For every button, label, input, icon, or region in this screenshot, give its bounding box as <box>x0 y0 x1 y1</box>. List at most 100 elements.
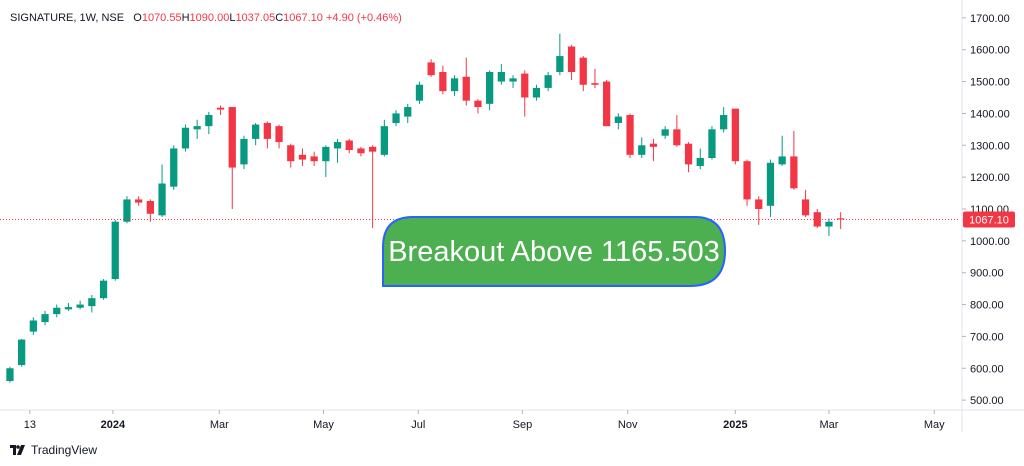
ohlc-value: 1067.10 <box>283 12 323 24</box>
candle-body <box>544 75 552 88</box>
candle-body <box>591 83 599 85</box>
candle-body <box>76 304 84 308</box>
annotation-box <box>382 216 727 287</box>
candle-body <box>310 156 318 162</box>
symbol: SIGNATURE, 1W, NSE <box>10 12 125 24</box>
candle-body <box>684 143 693 165</box>
y-tick-label: 700.00 <box>970 331 1004 343</box>
candle-body <box>357 148 365 154</box>
candle-body <box>158 183 166 216</box>
candle-body <box>263 122 271 139</box>
ohlc-key: O <box>133 12 142 24</box>
candle-body <box>333 142 342 149</box>
ohlc-key: H <box>181 12 190 24</box>
candle-body <box>743 161 751 200</box>
candle-body <box>64 307 73 310</box>
candle-body <box>509 78 517 82</box>
y-tick-label: 800.00 <box>970 300 1004 312</box>
candle-body <box>766 162 775 206</box>
candle-body <box>708 129 716 159</box>
legend-header: SIGNATURE, 1W, NSE O1070.55H1090.00L1037… <box>10 12 402 24</box>
candle-body <box>427 62 435 76</box>
change: +4.90 (+0.46%) <box>325 12 402 24</box>
candle-body <box>111 221 119 280</box>
candle-body <box>228 107 236 168</box>
candle-body <box>170 148 178 187</box>
y-tick-label: 1700.00 <box>970 13 1010 25</box>
y-tick-label: 1300.00 <box>970 140 1010 152</box>
x-tick-label: 2025 <box>723 419 747 431</box>
x-tick-label: Nov <box>618 419 638 431</box>
x-tick-label: 13 <box>24 419 36 431</box>
candle-body <box>638 145 646 155</box>
candle-body <box>415 84 424 101</box>
candle-body <box>673 129 681 146</box>
candle-body <box>369 146 377 152</box>
ohlc-value: 1037.05 <box>235 12 276 24</box>
candle-body <box>287 145 295 162</box>
price-tag-bg <box>963 211 1015 228</box>
candle-body <box>181 127 190 149</box>
candle-body <box>720 115 728 130</box>
price-tag: 1067.10 <box>969 214 1009 226</box>
candle-body <box>626 115 634 155</box>
annotation-text: Breakout Above 1165.503 <box>388 236 720 268</box>
y-tick-label: 1500.00 <box>970 77 1010 89</box>
brand: TradingView <box>10 443 97 457</box>
candle-body <box>439 71 447 92</box>
candle-body <box>345 140 353 151</box>
candle-body <box>731 108 739 162</box>
ohlc-value: 1070.55 <box>141 12 182 24</box>
candle-body <box>614 116 622 123</box>
candle-body <box>450 78 459 92</box>
candle-body <box>696 158 704 166</box>
ohlc-key: L <box>229 12 236 24</box>
candle-body <box>146 201 154 214</box>
y-tick-label: 1600.00 <box>970 45 1010 57</box>
candle-body <box>41 314 49 323</box>
ohlc-key: C <box>275 12 284 24</box>
candle-body <box>99 280 108 299</box>
candle-body <box>790 156 798 189</box>
candle-body <box>275 126 283 143</box>
x-tick-label: Mar <box>210 419 229 431</box>
candle-body <box>18 339 26 366</box>
candle-body <box>53 307 61 315</box>
candle-body <box>380 126 388 155</box>
candle-body <box>825 221 833 227</box>
candle-body <box>404 107 412 117</box>
candle-body <box>123 199 131 222</box>
candle-body <box>462 76 470 101</box>
brand-name: TradingView <box>31 443 98 457</box>
candle-body <box>6 368 14 382</box>
candle-body <box>205 115 213 127</box>
x-tick-label: May <box>924 419 945 431</box>
candle-body <box>778 156 786 165</box>
candle-body <box>298 154 307 160</box>
candle-body <box>29 320 37 332</box>
y-tick-label: 1400.00 <box>970 108 1010 120</box>
ohlc-value: 1090.00 <box>189 12 230 24</box>
y-tick-label: 1200.00 <box>970 172 1010 184</box>
candle-body <box>521 73 529 98</box>
x-tick-label: Mar <box>819 419 838 431</box>
candle-body <box>661 129 669 136</box>
candle-body <box>579 57 587 85</box>
x-tick-label: 2024 <box>101 419 126 431</box>
x-tick-label: Jul <box>411 419 425 431</box>
candle-body <box>322 146 330 162</box>
candle-body <box>813 212 821 227</box>
candle-body <box>497 71 505 82</box>
candle-body <box>193 126 201 130</box>
brand-icon <box>10 445 25 455</box>
candle-body <box>392 113 400 123</box>
candle-body <box>755 199 763 209</box>
ohlc: O1070.55H1090.00L1037.05C1067.10 <box>133 12 323 24</box>
candle-body <box>567 46 576 72</box>
candle-body <box>486 71 494 104</box>
candle-body <box>556 56 564 72</box>
candle-body <box>649 143 658 147</box>
candle-body <box>801 199 810 216</box>
candle-body <box>240 138 248 165</box>
